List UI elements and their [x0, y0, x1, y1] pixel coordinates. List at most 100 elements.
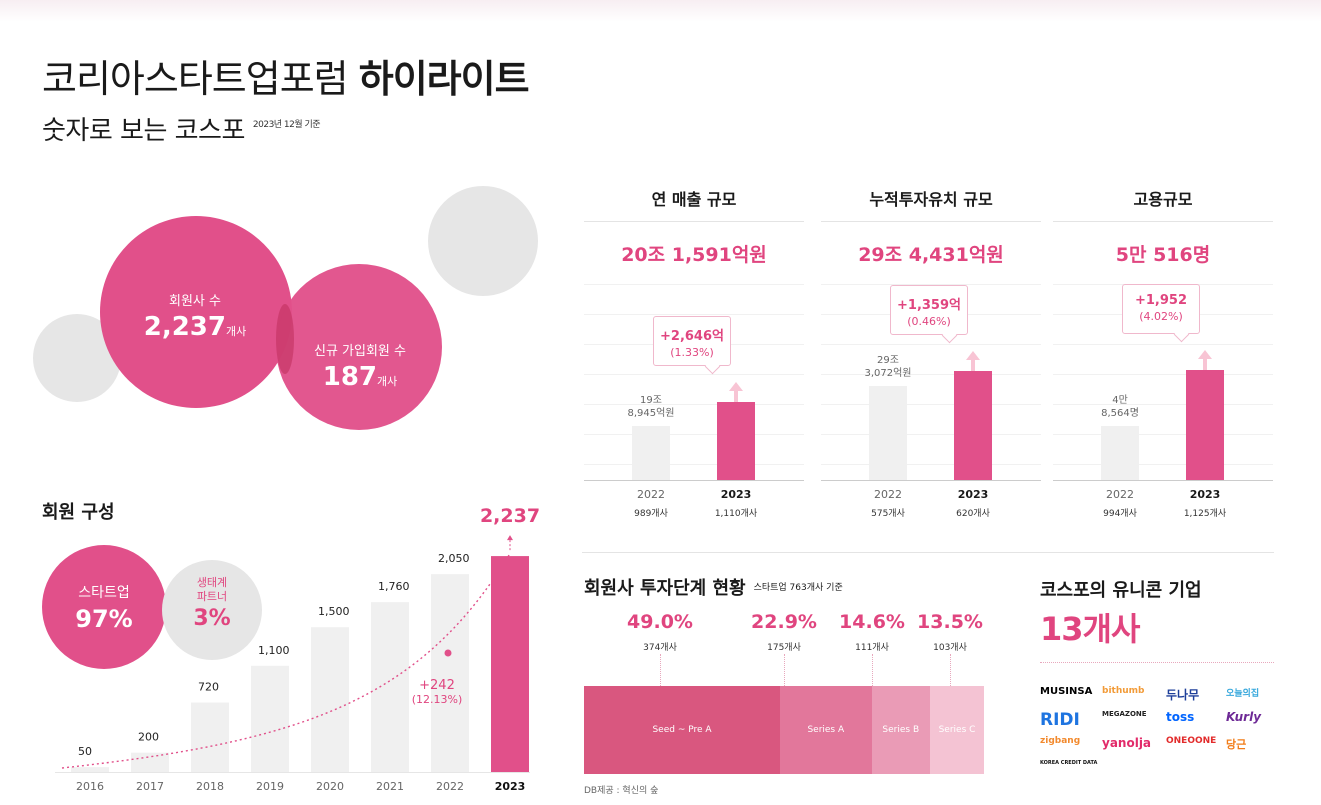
investment-title: 회원사 투자단계 현황 스타트업 763개사 기준	[584, 578, 843, 599]
kpi-gridline	[821, 464, 1041, 465]
stage-name: Series B	[882, 725, 920, 735]
unicorn-logo: toss	[1166, 710, 1195, 724]
partner-circle	[162, 560, 262, 660]
growth-value-label: 200	[138, 731, 159, 744]
data-source: DB제공 : 혁신의 숲	[584, 786, 659, 796]
kpi-gridline	[584, 284, 804, 285]
startup-label: 스타트업	[78, 585, 130, 601]
stage-leader	[950, 654, 951, 686]
composition-title: 회원 구성	[42, 502, 115, 523]
unicorn-logo: MEGAZONE	[1102, 710, 1147, 718]
kpi-title: 연 매출 규모	[651, 190, 737, 209]
top-band	[0, 0, 1321, 22]
kpi-prev-year: 2022	[637, 488, 665, 501]
stage-name: Series A	[807, 725, 845, 735]
kpi-gridline	[821, 344, 1041, 345]
growth-bar-2022	[431, 574, 469, 772]
kpi-bar-cur	[717, 402, 755, 480]
stage-segment: Series A	[780, 686, 872, 774]
unicorn-logo: 오늘의집	[1226, 689, 1260, 699]
growth-tick-label: 2021	[376, 780, 404, 793]
unicorn-logo: 두나무	[1166, 688, 1200, 702]
growth-delta: +242 (12.13%)	[411, 678, 463, 706]
kpi-delta: +2,646억	[660, 329, 724, 345]
growth-bar-2023	[491, 556, 529, 772]
stage-leader	[784, 654, 785, 686]
kpi-growth-arrow	[729, 382, 743, 403]
kpi-prev-year: 2022	[874, 488, 902, 501]
kpi-prev-label: 19조 8,945억원	[612, 394, 690, 420]
kpi-delta-pct: (0.46%)	[907, 314, 951, 328]
unicorn-logo: MUSINSA	[1040, 686, 1093, 697]
members-new-label: 신규 가입회원 수	[314, 344, 406, 359]
growth-trend-marker	[444, 649, 452, 657]
kpi-delta-pct: (4.02%)	[1139, 310, 1183, 323]
startup-pct: 97%	[75, 605, 133, 633]
member-growth-chart: 50 2016 200 2017 720 2018 1,100 2019 1,500 2020 1,…	[55, 505, 540, 793]
kpi-head-line	[584, 221, 804, 222]
startup-circle	[42, 545, 166, 669]
kpi-value: 20조 1,591억원	[621, 244, 767, 266]
growth-value-label: 1,500	[318, 605, 350, 618]
members-new-circle	[276, 264, 442, 430]
kpi-bar-prev	[632, 426, 670, 480]
growth-bar-2018	[191, 702, 229, 772]
kpi-title: 누적투자유치 규모	[869, 190, 993, 209]
kpi-gridline	[584, 314, 804, 315]
kpi-gridline	[584, 374, 804, 375]
startup-share: 스타트업 97%	[52, 582, 156, 633]
growth-bar-2019	[251, 665, 289, 772]
kpi-bar-cur	[954, 370, 992, 480]
members-total: 회원사 수 2,237개사	[130, 290, 260, 342]
kpi-growth-arrow	[966, 350, 980, 371]
members-new: 신규 가입회원 수 187개사	[295, 340, 425, 392]
kpi-head-line	[821, 221, 1041, 222]
kpi-bar-prev	[869, 385, 907, 480]
growth-value-label: 720	[198, 681, 219, 694]
kpi-gridline	[1053, 464, 1273, 465]
kpi-gridline	[1053, 344, 1273, 345]
kpi-prev-label-1: 4만	[1112, 395, 1128, 406]
section-divider	[582, 552, 1274, 553]
kpi-prev-label-2: 8,945억원	[627, 408, 675, 419]
unicorn-count: 13개사	[1040, 610, 1140, 648]
stage-leader	[872, 654, 873, 686]
kpi-gridline	[821, 404, 1041, 405]
unicorn-logo: 당근	[1226, 738, 1247, 751]
kpi-baseline	[1053, 480, 1273, 481]
stage-pct: 13.5%	[917, 611, 983, 633]
kpi-cur-count: 620개사	[956, 509, 990, 519]
growth-value-label: 2,237	[480, 505, 540, 527]
unicorn-logo: Kurly	[1226, 710, 1262, 724]
unicorn-logo: RIDI	[1040, 710, 1080, 730]
stage-name: Seed ~ Pre A	[652, 725, 712, 735]
kpi-cur-year: 2023	[1189, 488, 1221, 501]
kpi-baseline	[584, 480, 804, 481]
kpi-prev-count: 989개사	[634, 509, 668, 519]
kpi-title: 고용규모	[1133, 190, 1193, 209]
growth-tick-label: 2018	[196, 780, 224, 793]
kpi-prev-label-2: 8,564명	[1101, 408, 1139, 419]
stage-segment: Seed ~ Pre A	[584, 686, 780, 774]
kpi-prev-count: 994개사	[1103, 509, 1137, 519]
unicorn-logo: KOREA CREDIT DATA	[1040, 760, 1098, 766]
growth-bar-2021	[371, 602, 409, 772]
growth-value-label: 1,100	[258, 644, 290, 657]
growth-tick-label: 2022	[436, 780, 464, 793]
kpi-prev-label: 4만 8,564명	[1081, 394, 1159, 420]
kpi-bar-prev	[1101, 426, 1139, 480]
kpi-gridline	[821, 374, 1041, 375]
kpi-bar-cur	[1186, 370, 1224, 480]
unicorn-logo: bithumb	[1102, 686, 1145, 696]
growth-value-label: 2,050	[438, 552, 470, 565]
stage-segment: Series C	[930, 686, 984, 774]
unicorn-logo: yanolja	[1102, 736, 1152, 750]
partner-label-1: 생태계	[196, 576, 228, 589]
stage-count: 374개사	[643, 643, 677, 653]
kpi-gridline	[1053, 374, 1273, 375]
growth-tick-label: 2020	[316, 780, 344, 793]
kpi-delta-bubble: +1,359억 (0.46%)	[890, 284, 968, 335]
kpi-baseline	[821, 480, 1041, 481]
stage-pct: 22.9%	[751, 611, 817, 633]
growth-value-label: 1,760	[378, 580, 410, 593]
